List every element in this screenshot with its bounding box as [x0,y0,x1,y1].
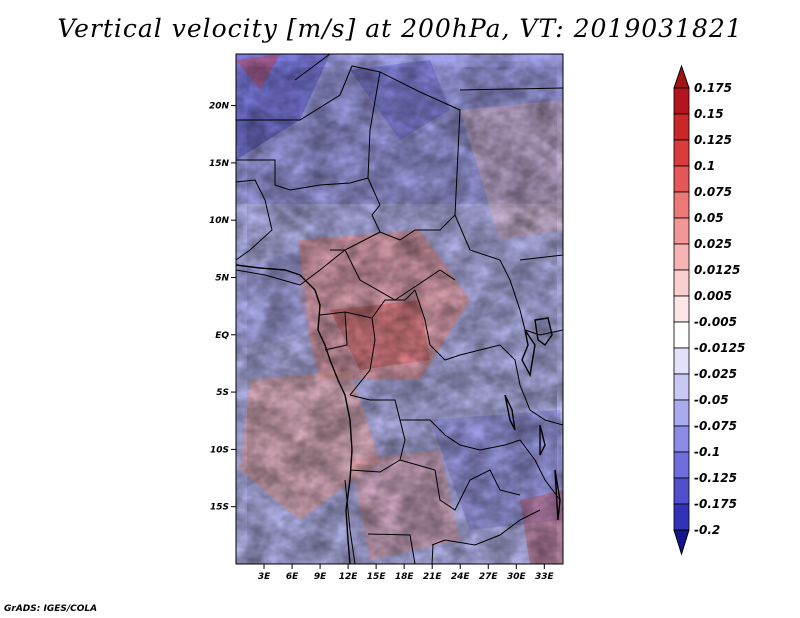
lat-tick-label: EQ [215,331,229,341]
colorbar-top-arrow [673,64,690,89]
colorbar-swatch [673,347,690,375]
colorbar-label: 0.175 [694,81,732,95]
velocity-field [236,54,563,564]
colorbar-swatch [673,269,690,297]
lon-tick-label: 3E [258,572,271,582]
lat-tick-label: 15S [210,503,229,513]
lat-tick-label: 5N [215,273,229,283]
colorbar: 0.175 0.15 0.125 0.1 0.075 0.05 0.025 0.0125 0.0… [673,64,745,556]
colorbar-swatch [673,87,690,115]
colorbar-label: 0.1 [694,159,715,173]
colorbar-label: 0.125 [694,133,732,147]
colorbar-swatch [673,321,690,349]
lon-tick-label: 21E [423,572,443,582]
colorbar-swatch [673,295,690,323]
lon-tick-label: 15E [367,572,387,582]
lon-tick-label: 24E [451,572,471,582]
colorbar-swatch [673,451,690,479]
colorbar-swatch [673,139,690,167]
lat-tick-label: 15N [209,159,230,169]
colorbar-swatch [673,477,690,505]
longitude-axis: 3E 6E 9E 12E 15E 18E 21E 24E 27E 30E 33E [258,564,555,582]
colorbar-swatch [673,425,690,453]
lon-tick-label: 27E [479,572,499,582]
lon-tick-label: 12E [339,572,359,582]
lon-tick-label: 6E [286,572,299,582]
colorbar-label: 0.15 [694,107,724,121]
colorbar-label: -0.05 [694,393,729,407]
colorbar-swatch [673,113,690,141]
lon-tick-label: 18E [395,572,415,582]
grads-credit: GrADS: IGES/COLA [4,604,98,614]
lon-tick-label: 30E [507,572,527,582]
colorbar-swatch [673,399,690,427]
colorbar-swatch [673,243,690,271]
lat-tick-label: 10S [210,445,229,455]
colorbar-label: -0.025 [694,367,737,381]
colorbar-label: -0.005 [694,315,737,329]
map-frame [235,53,564,565]
colorbar-swatch [673,373,690,401]
colorbar-swatch [673,503,690,531]
country-borders [236,54,563,564]
lon-tick-label: 9E [314,572,327,582]
latitude-axis: 20N 15N 10N 5N EQ 5S 10S 15S [209,102,236,513]
colorbar-label: -0.0125 [694,341,745,355]
map-panel [235,53,564,565]
coastline [236,264,561,564]
colorbar-label: -0.125 [694,471,737,485]
colorbar-label: 0.005 [694,289,732,303]
colorbar-swatch [673,191,690,219]
colorbar-label: 0.05 [694,211,724,225]
colorbar-label: -0.1 [694,445,720,459]
lat-tick-label: 10N [209,216,230,226]
colorbar-swatch [673,217,690,245]
lon-tick-label: 33E [535,572,555,582]
map-title: Vertical velocity [m/s] at 200hPa, VT: 2… [57,14,743,43]
colorbar-label: -0.2 [694,523,720,537]
colorbar-swatch [673,165,690,193]
colorbar-bottom-arrow [673,529,690,556]
colorbar-label: 0.025 [694,237,732,251]
colorbar-label: -0.075 [694,419,737,433]
colorbar-label: -0.175 [694,497,737,511]
lat-tick-label: 20N [209,102,230,112]
colorbar-label: 0.075 [694,185,732,199]
lat-tick-label: 5S [216,388,229,398]
colorbar-label: 0.0125 [694,263,740,277]
